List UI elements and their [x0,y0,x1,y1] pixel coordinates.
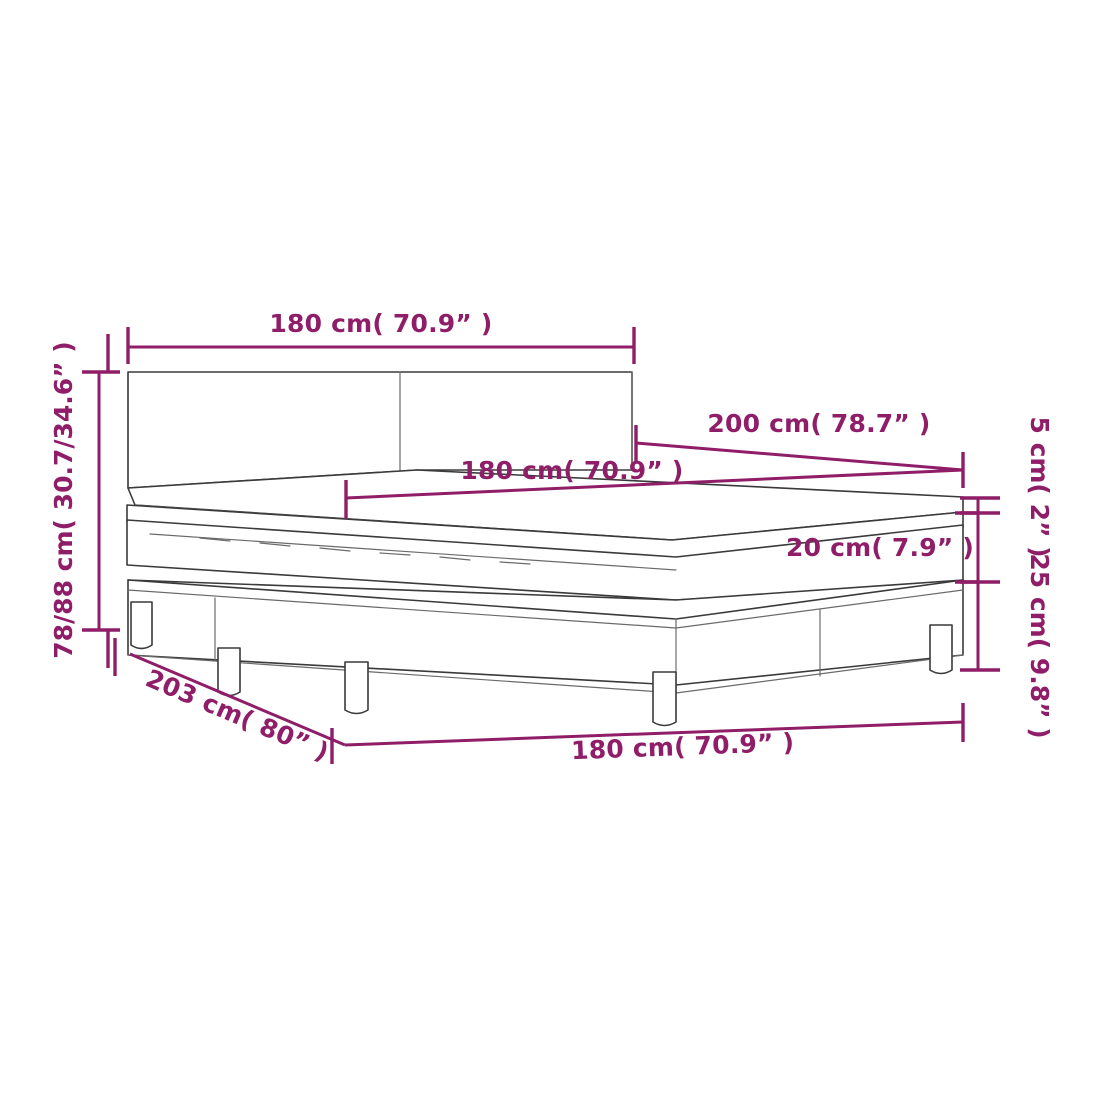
dim-label-mattress-width: 180 cm( 70.9” ) [460,456,683,485]
dim-mattress-width [344,468,964,519]
dim-label-base-height: 25 cm( 9.8” ) [1025,553,1054,738]
dim-mattress-thickness [955,511,978,584]
dim-right-vertical-stack [960,496,1000,672]
dim-base-width [344,703,965,747]
dim-headboard-width [126,327,636,364]
bed-legs [130,601,953,727]
dim-label-mattress-thickness: 20 cm( 7.9” ) [786,533,974,562]
dim-label-topper-thickness: 5 cm( 2” ) [1025,416,1054,557]
dim-overall-height [82,334,120,668]
dim-label-base-width: 180 cm( 70.9” ) [571,728,795,766]
dim-base-depth [113,638,346,764]
dim-label-headboard-width: 180 cm( 70.9” ) [269,309,492,338]
headboard [127,371,633,489]
box-spring-base [127,579,964,694]
dim-label-overall-height: 78/88 cm( 30.7/34.6” ) [49,341,78,658]
dim-label-mattress-length: 200 cm( 78.7” ) [707,409,930,438]
